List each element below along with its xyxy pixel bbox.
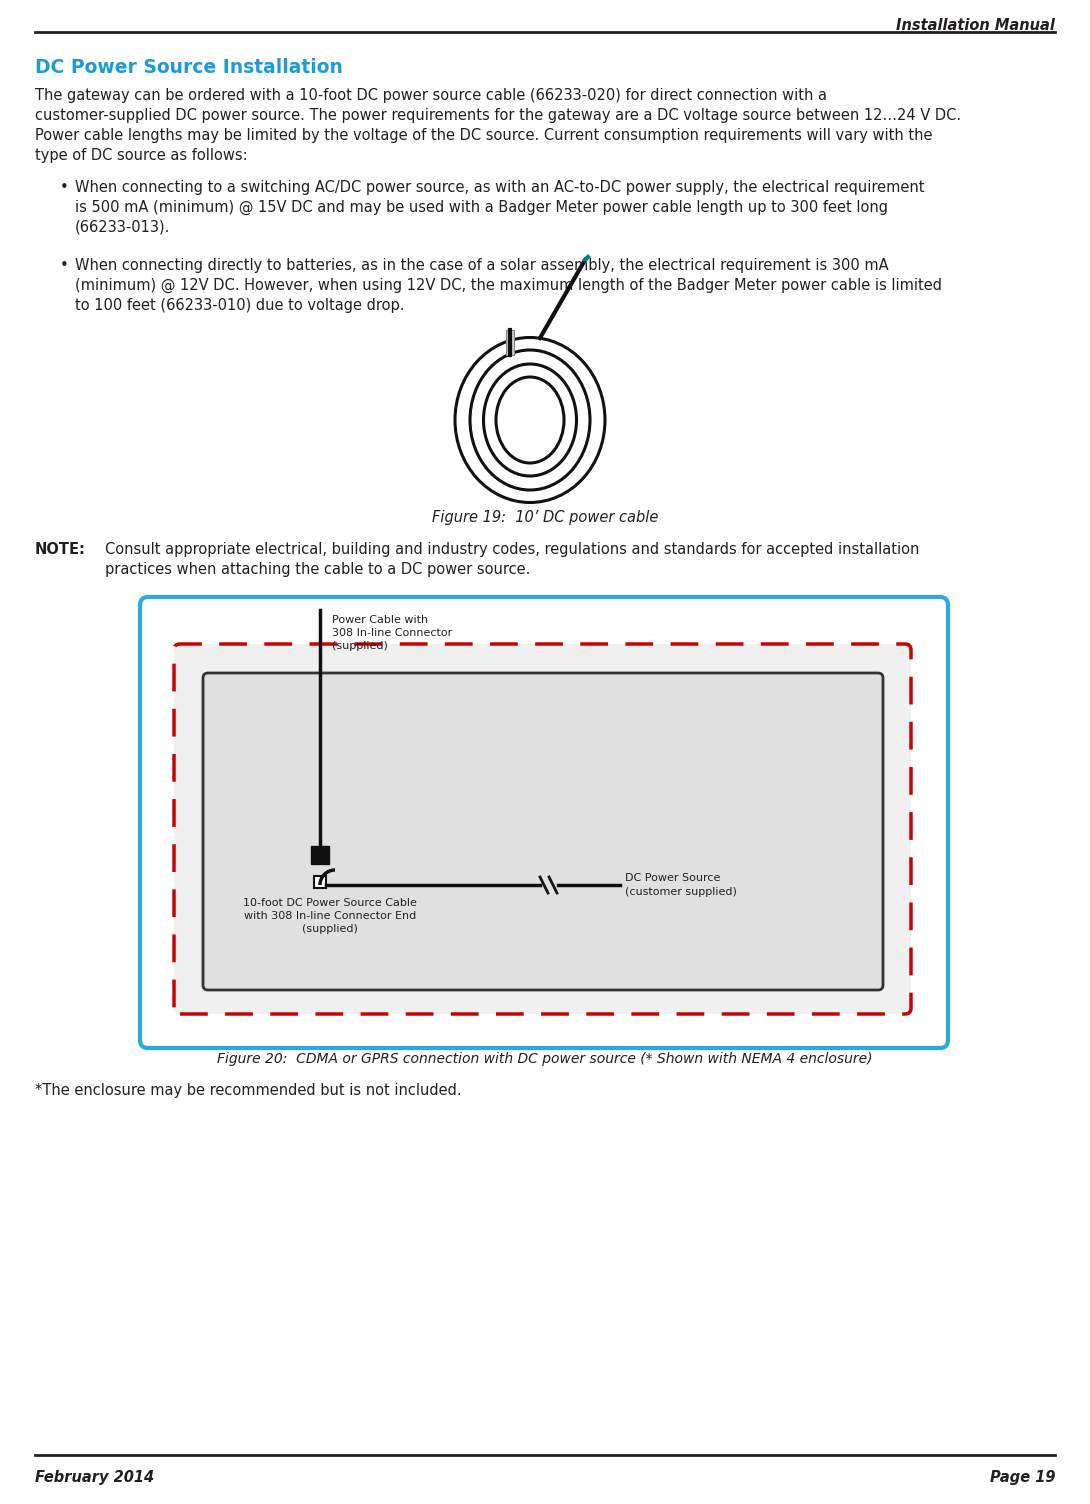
Text: The gateway can be ordered with a 10-foot DC power source cable (66233-020) for : The gateway can be ordered with a 10-foo… (35, 89, 827, 102)
Text: (66233-013).: (66233-013). (75, 220, 170, 235)
Bar (311, 845, 329, 863)
Text: NOTE:: NOTE: (35, 541, 86, 556)
Text: February 2014: February 2014 (35, 1469, 154, 1484)
Text: Installation Manual: Installation Manual (896, 18, 1055, 33)
Text: •: • (60, 259, 69, 274)
Text: •: • (60, 180, 69, 196)
Text: customer-supplied DC power source. The power requirements for the gateway are a : customer-supplied DC power source. The p… (35, 108, 961, 123)
Text: DC Power Source Installation: DC Power Source Installation (35, 59, 343, 77)
Text: When connecting directly to batteries, as in the case of a solar assembly, the e: When connecting directly to batteries, a… (75, 259, 888, 274)
Text: Power cable lengths may be limited by the voltage of the DC source. Current cons: Power cable lengths may be limited by th… (35, 128, 933, 143)
Bar (506, 329, 514, 355)
FancyBboxPatch shape (174, 644, 911, 1014)
Text: Page 19: Page 19 (990, 1469, 1055, 1484)
FancyBboxPatch shape (203, 672, 883, 990)
Text: type of DC source as follows:: type of DC source as follows: (35, 147, 247, 162)
Text: Power Cable with
308 In-line Connector
(supplied): Power Cable with 308 In-line Connector (… (332, 615, 452, 651)
Text: (minimum) @ 12V DC. However, when using 12V DC, the maximum length of the Badger: (minimum) @ 12V DC. However, when using … (75, 278, 942, 293)
Text: practices when attaching the cable to a DC power source.: practices when attaching the cable to a … (105, 562, 531, 578)
Text: Figure 20:  CDMA or GPRS connection with DC power source (* Shown with NEMA 4 en: Figure 20: CDMA or GPRS connection with … (217, 1051, 873, 1066)
FancyBboxPatch shape (140, 597, 948, 1048)
Text: Consult appropriate electrical, building and industry codes, regulations and sta: Consult appropriate electrical, building… (105, 541, 919, 556)
Text: DC Power Source
(customer supplied): DC Power Source (customer supplied) (625, 874, 737, 896)
Text: 10-foot DC Power Source Cable
with 308 In-line Connector End
(supplied): 10-foot DC Power Source Cable with 308 I… (243, 898, 417, 934)
Text: When connecting to a switching AC/DC power source, as with an AC-to-DC power sup: When connecting to a switching AC/DC pow… (75, 180, 924, 196)
Text: Figure 19:  10’ DC power cable: Figure 19: 10’ DC power cable (432, 510, 658, 525)
Text: is 500 mA (minimum) @ 15V DC and may be used with a Badger Meter power cable len: is 500 mA (minimum) @ 15V DC and may be … (75, 200, 888, 215)
Text: to 100 feet (66233-010) due to voltage drop.: to 100 feet (66233-010) due to voltage d… (75, 298, 404, 313)
Bar (314, 875, 326, 887)
Text: *The enclosure may be recommended but is not included.: *The enclosure may be recommended but is… (35, 1083, 462, 1098)
